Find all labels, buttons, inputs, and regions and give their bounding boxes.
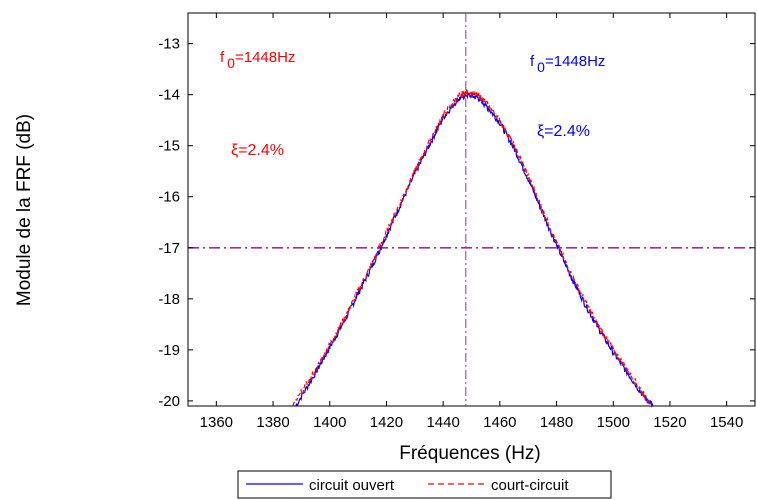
- x-tick-label: 1520: [653, 414, 686, 431]
- x-tick-label: 1500: [597, 414, 630, 431]
- x-axis: 1360 1380 1400 1420 1440 1460 1480 1500 1520 1540: [200, 13, 743, 431]
- y-tick-label: -18: [158, 291, 180, 308]
- x-tick-label: 1420: [370, 414, 403, 431]
- annotation-f0-blue: f 0=1448Hz: [530, 53, 605, 75]
- y-tick-label: -17: [158, 240, 180, 257]
- x-tick-label: 1480: [540, 414, 573, 431]
- legend-label-circuit-ouvert: circuit ouvert: [309, 477, 395, 494]
- x-tick-label: 1540: [710, 414, 743, 431]
- x-tick-label: 1360: [200, 414, 233, 431]
- annotation-xi-red: ξ=2.4%: [231, 142, 284, 159]
- x-tick-label: 1400: [313, 414, 346, 431]
- annotation-f0-red-sub: 0: [227, 55, 235, 71]
- annotation-f0-red-main: f: [220, 49, 225, 66]
- y-axis: -13 -14 -15 -16 -17 -18 -19 -20: [158, 36, 755, 410]
- x-axis-label: Fréquences (Hz): [399, 443, 541, 464]
- reference-lines: [188, 13, 755, 406]
- annotation-f0-red-rest: =1448Hz: [235, 49, 295, 66]
- legend-label-court-circuit: court-circuit: [491, 477, 569, 494]
- annotation-f0-blue-main: f: [530, 53, 535, 70]
- y-axis-label: Module de la FRF (dB): [14, 114, 35, 306]
- series-line-court-circuit: [292, 89, 651, 407]
- y-tick-label: -20: [158, 393, 180, 410]
- x-tick-label: 1460: [483, 414, 516, 431]
- annotation-f0-red: f 0=1448Hz: [220, 49, 295, 71]
- legend: circuit ouvert court-circuit: [237, 470, 612, 499]
- series-line-circuit-ouvert: [295, 90, 654, 408]
- y-tick-label: -16: [158, 189, 180, 206]
- annotation-xi-blue: ξ=2.4%: [537, 123, 590, 140]
- annotation-f0-blue-sub: 0: [537, 59, 545, 75]
- y-tick-label: -14: [158, 87, 180, 104]
- annotation-f0-blue-rest: =1448Hz: [545, 53, 605, 70]
- plot-area: [187, 12, 756, 407]
- x-tick-label: 1380: [256, 414, 289, 431]
- y-tick-label: -15: [158, 138, 180, 155]
- x-tick-label: 1440: [426, 414, 459, 431]
- y-tick-label: -13: [158, 36, 180, 53]
- y-tick-label: -19: [158, 342, 180, 359]
- series-layer: [292, 89, 654, 408]
